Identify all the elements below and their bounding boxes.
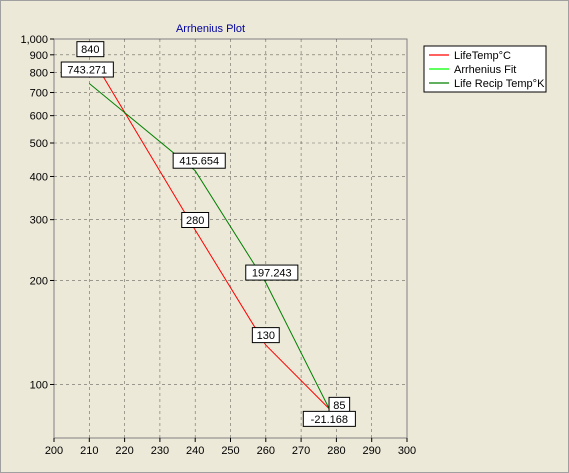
y-tick-label: 900 (30, 50, 48, 62)
x-tick-label: 210 (80, 445, 98, 457)
data-label: 415.654 (172, 152, 226, 169)
data-label-text: -21.168 (311, 414, 348, 426)
y-tick-label: 400 (30, 171, 48, 183)
data-label-box (60, 61, 114, 78)
x-tick-label: 230 (151, 445, 169, 457)
y-tick-label: 300 (30, 215, 48, 227)
x-tick-label: 200 (45, 445, 63, 457)
data-label-text: 197.243 (252, 268, 292, 280)
data-label: -21.168 (302, 410, 356, 427)
grid (54, 39, 407, 438)
data-label: 743.271 (60, 61, 114, 78)
data-label-box (172, 152, 226, 169)
data-label-box (302, 410, 356, 427)
x-tick-label: 240 (186, 445, 204, 457)
data-label-text: 130 (257, 330, 275, 342)
legend-entry: Life Recip Temp°K (454, 78, 545, 90)
y-tick-label: 800 (30, 67, 48, 79)
axes: 200 210 220 230 240 250 260 270 280 290 300 100 200 3… (20, 34, 416, 457)
x-tick-label: 290 (363, 445, 381, 457)
y-tick-label: 100 (30, 379, 48, 391)
x-tick-label: 270 (292, 445, 310, 457)
data-label-box (181, 211, 210, 228)
data-label: 840 (76, 41, 105, 58)
y-tick-label: 600 (30, 111, 48, 123)
x-tick-label: 220 (115, 445, 133, 457)
x-tick-label: 250 (221, 445, 239, 457)
data-label-text: 840 (81, 44, 99, 56)
series-lines (88, 64, 330, 410)
data-label-box (76, 41, 105, 58)
y-tick-label: 700 (30, 88, 48, 100)
x-tick-label: 300 (398, 445, 416, 457)
x-tick-label: 260 (257, 445, 275, 457)
y-tick-label: 500 (30, 138, 48, 150)
legend: LifeTemp°C Arrhenius Fit Life Recip Temp°K (423, 45, 547, 93)
data-label-text: 85 (333, 400, 345, 412)
x-tick-label: 280 (327, 445, 345, 457)
series-line-2 (88, 83, 330, 410)
data-label: 130 (251, 327, 280, 344)
y-tick-label: 200 (30, 275, 48, 287)
data-label-box (245, 264, 299, 281)
y-tick-label: 1,000 (20, 34, 48, 46)
series-line-0 (95, 64, 330, 410)
data-label-text: 415.654 (179, 156, 219, 168)
data-label-box (251, 327, 280, 344)
legend-entry: Arrhenius Fit (454, 64, 516, 76)
data-label-text: 280 (186, 215, 204, 227)
legend-entry: LifeTemp°C (454, 50, 511, 62)
data-labels: 840 280 130 85 743.271 415.654 197.243 -21.168 (60, 41, 356, 427)
data-label: 85 (328, 396, 351, 413)
data-label: 280 (181, 211, 210, 228)
data-label: 197.243 (245, 264, 299, 281)
data-label-text: 743.271 (67, 65, 107, 77)
chart-title: Arrhenius Plot (176, 23, 245, 35)
